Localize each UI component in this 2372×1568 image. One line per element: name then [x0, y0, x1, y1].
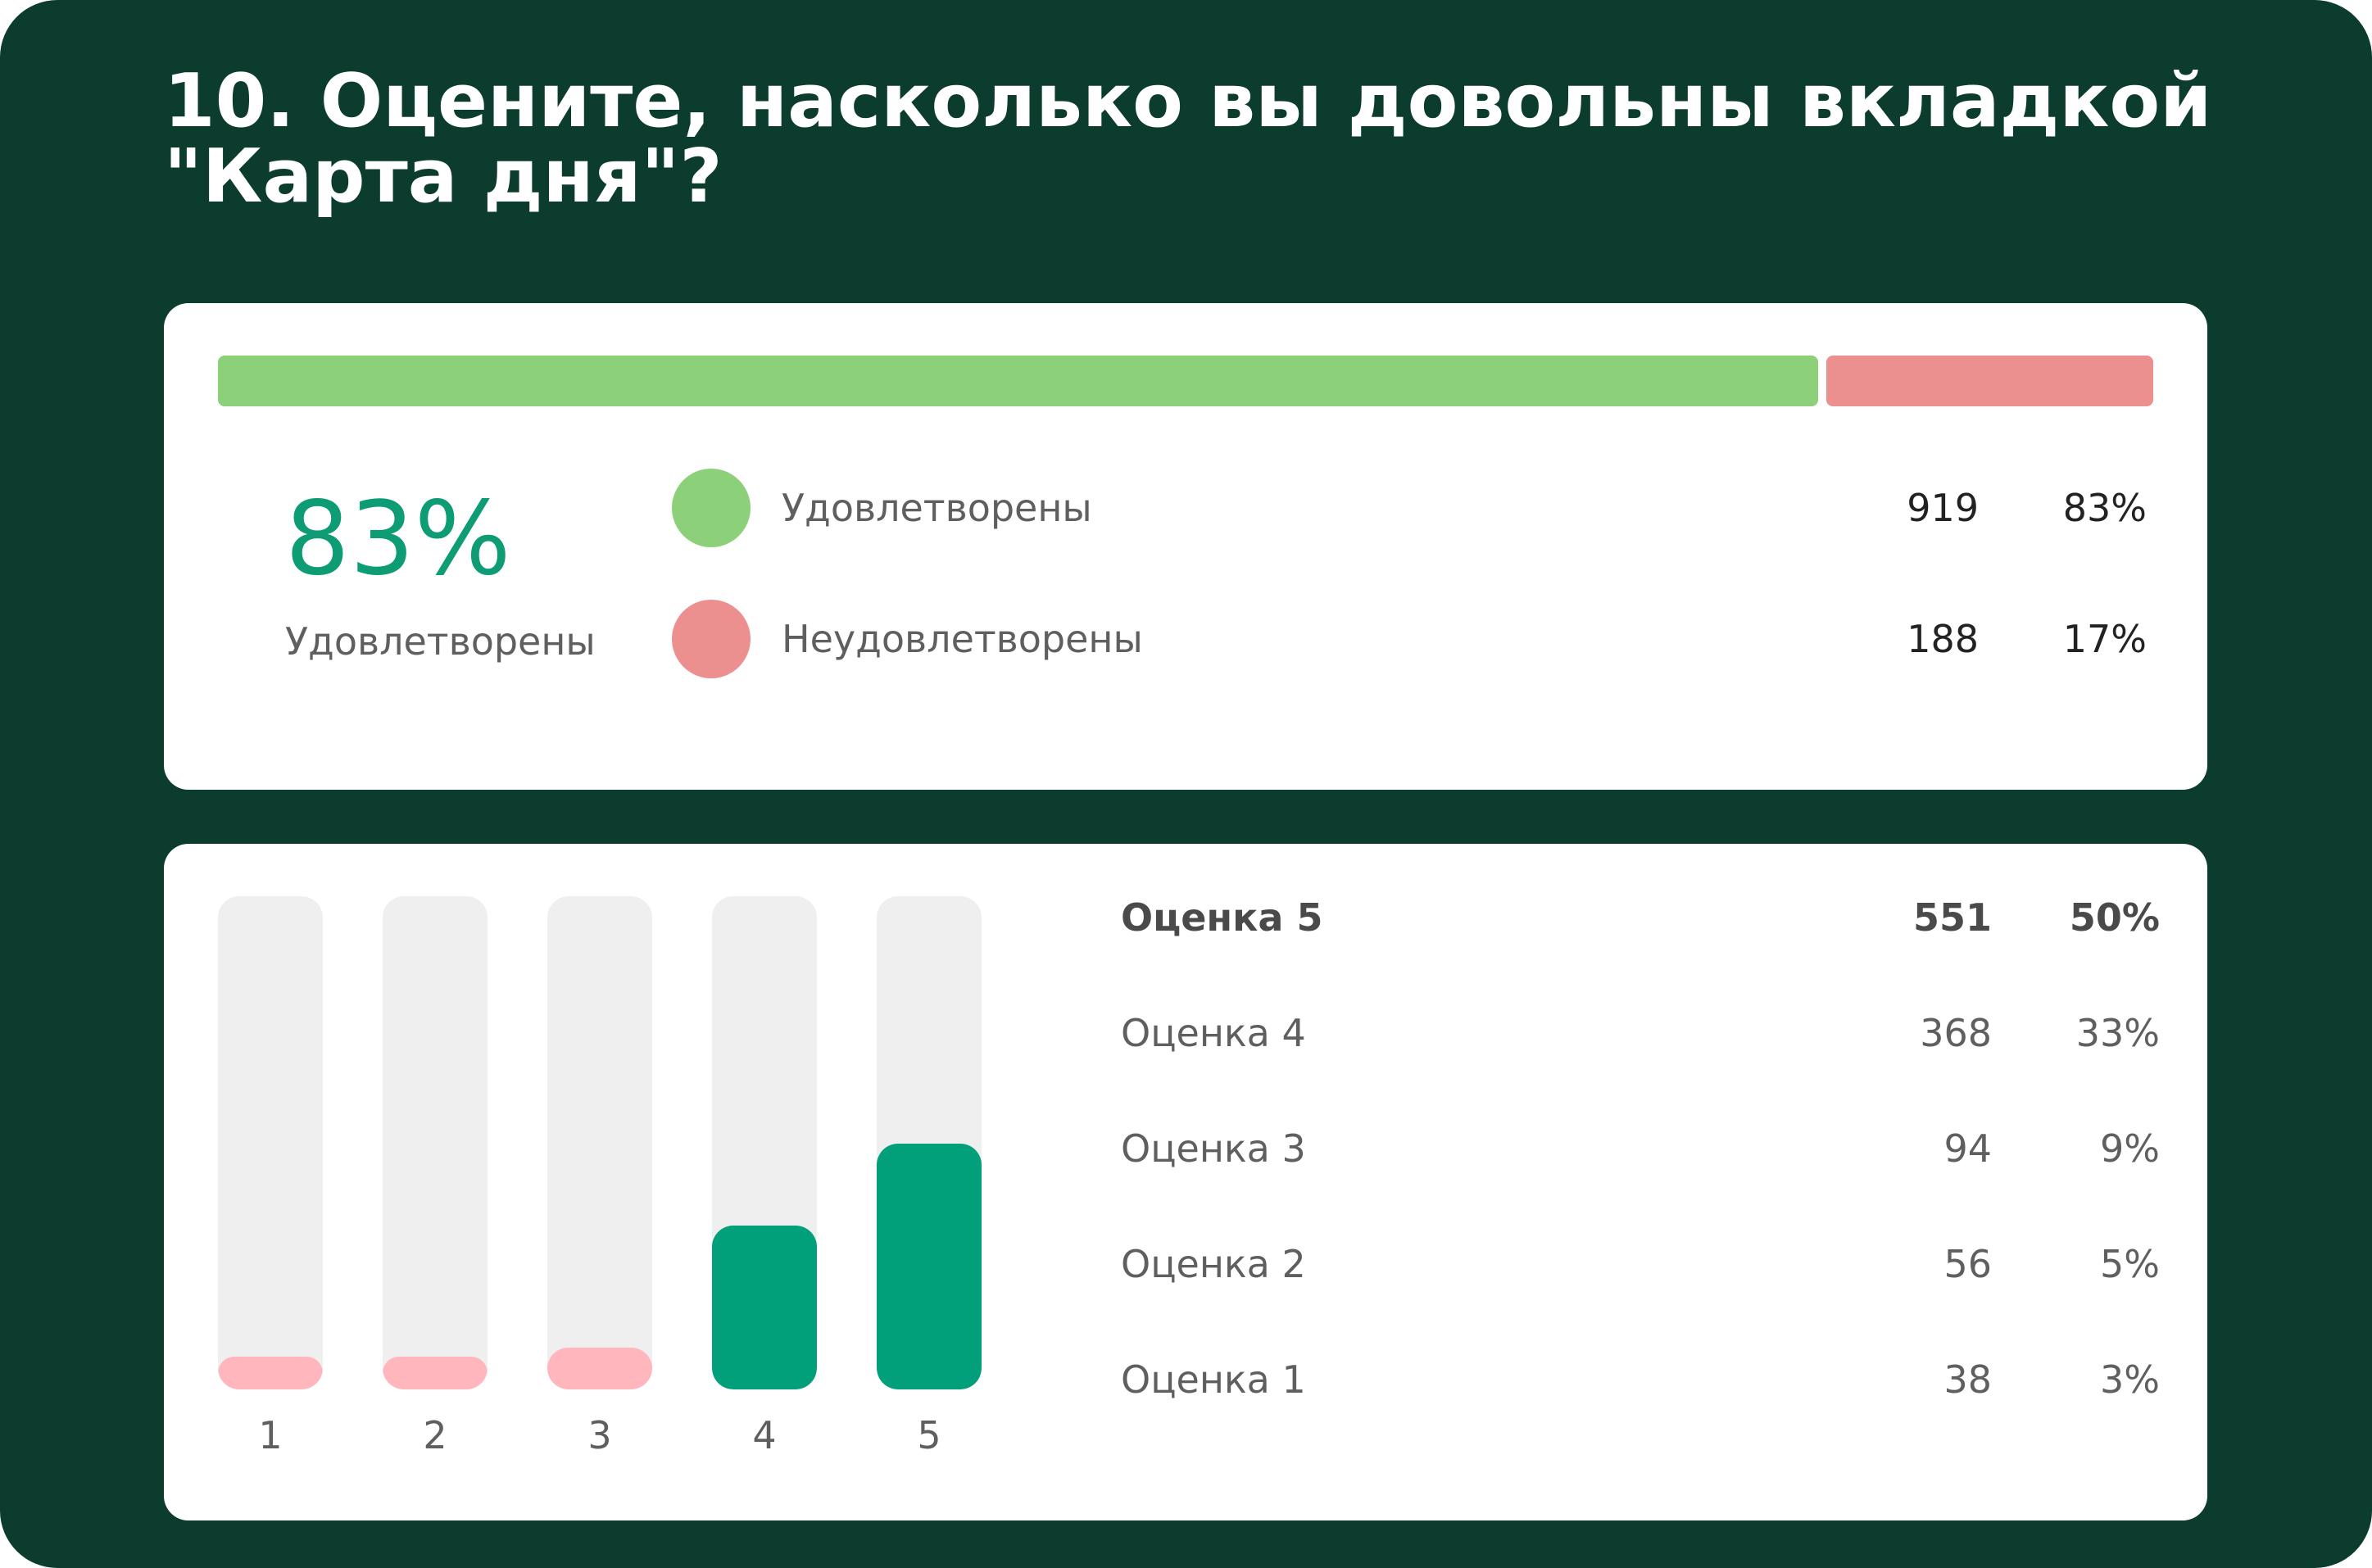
bar-tick-label-4: 4: [752, 1413, 777, 1457]
bar-5: [877, 1144, 982, 1389]
stacked-bar-unsatisfied: [1826, 356, 2153, 406]
bar-tick-label-3: 3: [587, 1413, 612, 1457]
legend-row-unsatisfied: Неудовлетворены 188 17%: [672, 598, 2147, 680]
score-row: Оценка 2 56 5%: [1121, 1233, 2160, 1298]
bar-track-3: [547, 896, 652, 1389]
bar-tick-label-5: 5: [917, 1413, 941, 1457]
score-count: 94: [1943, 1126, 1992, 1171]
bar-2: [383, 1357, 488, 1389]
score-count: 38: [1943, 1357, 1992, 1402]
bar-1: [218, 1357, 323, 1389]
score-row: Оценка 5 551 50%: [1121, 886, 2160, 952]
score-label: Оценка 5: [1121, 895, 1323, 940]
score-count: 551: [1912, 895, 1992, 940]
bar-4: [712, 1226, 817, 1389]
score-percent: 50%: [2069, 895, 2160, 940]
score-label: Оценка 4: [1121, 1011, 1306, 1055]
bar-tick-label-1: 1: [258, 1413, 283, 1457]
score-percent: 9%: [2100, 1126, 2160, 1171]
bar-track-4: [712, 896, 817, 1389]
legend-name: Неудовлетворены: [782, 617, 1143, 661]
legend-dot-unsatisfied: [672, 600, 751, 678]
score-label: Оценка 1: [1121, 1357, 1306, 1402]
legend-count: 188: [1907, 617, 1979, 661]
legend-percent: 83%: [2062, 486, 2147, 530]
legend-name: Удовлетворены: [782, 486, 1092, 530]
satisfied-big-label: Удовлетворены: [285, 619, 596, 664]
legend-count: 919: [1907, 486, 1979, 530]
bar-tick-label-2: 2: [423, 1413, 447, 1457]
score-percent: 33%: [2075, 1011, 2160, 1055]
legend-row-satisfied: Удовлетворены 919 83%: [672, 467, 2147, 549]
legend-percent: 17%: [2062, 617, 2147, 661]
score-row: Оценка 3 94 9%: [1121, 1117, 2160, 1183]
stacked-bar-satisfied: [218, 356, 1818, 406]
score-row: Оценка 1 38 3%: [1121, 1348, 2160, 1414]
bar-track-1: [218, 896, 323, 1389]
score-row: Оценка 4 368 33%: [1121, 1002, 2160, 1067]
bar-track-5: [877, 896, 982, 1389]
score-label: Оценка 3: [1121, 1126, 1306, 1171]
score-count: 368: [1920, 1011, 1992, 1055]
legend-dot-satisfied: [672, 469, 751, 547]
score-count: 56: [1943, 1242, 1992, 1286]
satisfied-big-percent: 83%: [285, 480, 511, 598]
score-percent: 3%: [2100, 1357, 2160, 1402]
ratings-bar-chart: 1 2 3 4 5: [218, 896, 988, 1511]
bar-3: [547, 1348, 652, 1389]
question-title: 10. Оцените, насколько вы довольны вклад…: [164, 58, 2212, 220]
satisfaction-card: 83% Удовлетворены Удовлетворены 919 83% …: [164, 303, 2207, 790]
score-label: Оценка 2: [1121, 1242, 1306, 1286]
score-percent: 5%: [2100, 1242, 2160, 1286]
bar-track-2: [383, 896, 488, 1389]
satisfaction-stacked-bar: [218, 356, 2153, 406]
